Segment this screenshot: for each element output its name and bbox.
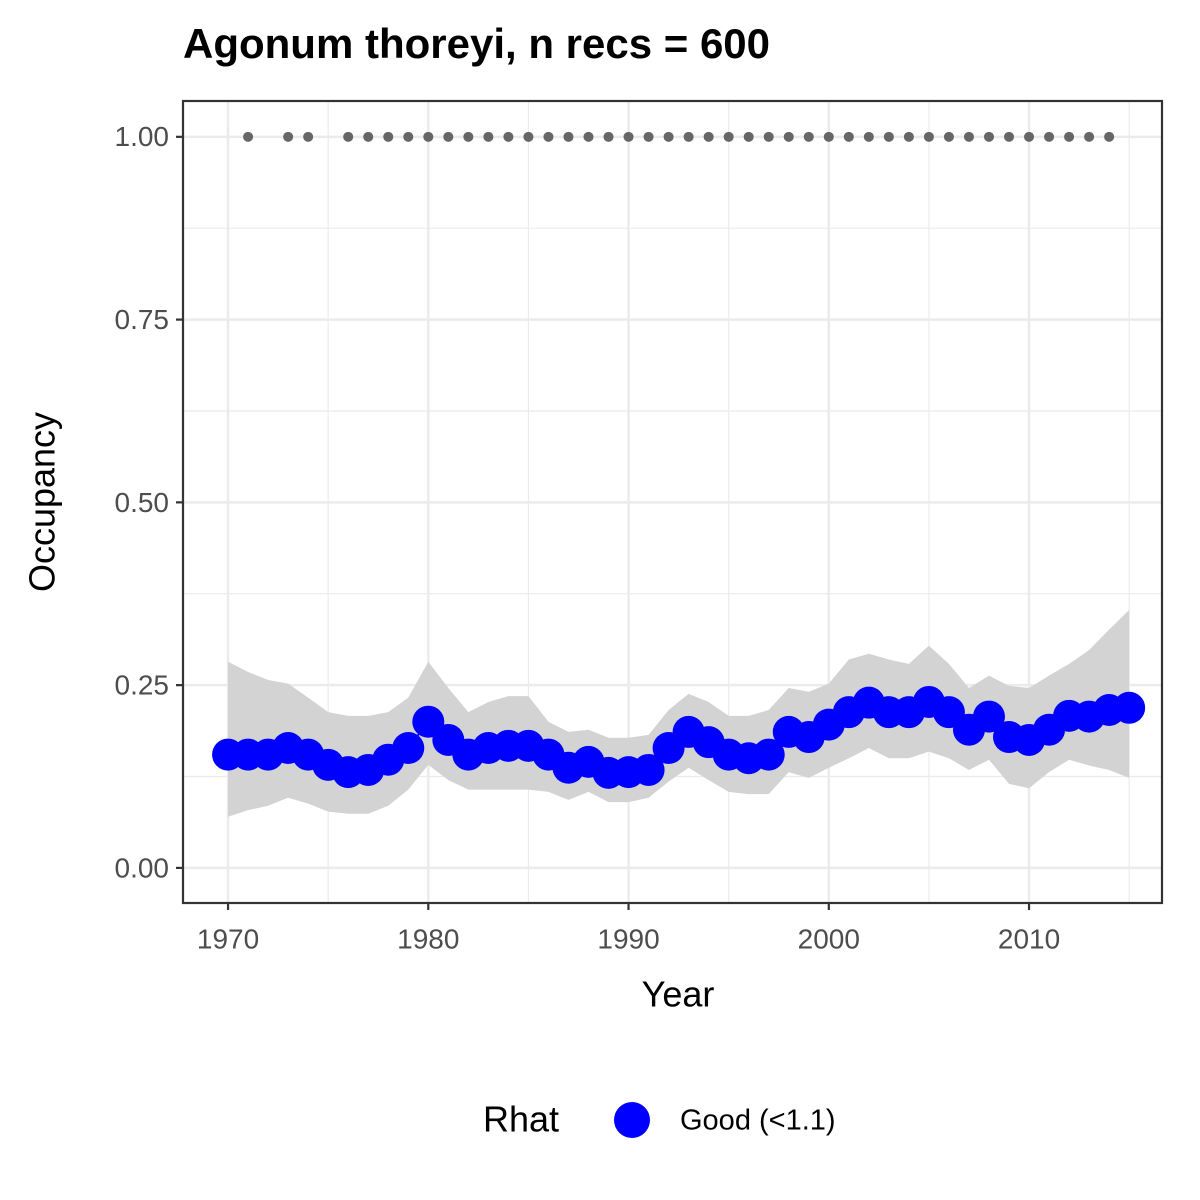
x-tick-label: 1980 bbox=[397, 923, 459, 954]
legend-key bbox=[614, 1102, 650, 1138]
record-dot bbox=[1104, 131, 1115, 142]
record-dot bbox=[1084, 131, 1095, 142]
chart-title: Agonum thoreyi, n recs = 600 bbox=[183, 20, 770, 67]
point bbox=[632, 753, 665, 786]
y-tick-label: 0.25 bbox=[115, 670, 170, 701]
record-dot bbox=[603, 131, 614, 142]
record-dot bbox=[823, 131, 834, 142]
record-dot bbox=[543, 131, 554, 142]
legend-title: Rhat bbox=[483, 1099, 559, 1140]
record-dot bbox=[503, 131, 514, 142]
y-tick-label: 0.50 bbox=[115, 487, 170, 518]
record-dot bbox=[723, 131, 734, 142]
record-dot bbox=[703, 131, 714, 142]
record-dot bbox=[963, 131, 974, 142]
record-dot bbox=[883, 131, 894, 142]
record-dot bbox=[463, 131, 474, 142]
y-tick-label: 0.00 bbox=[115, 852, 170, 883]
x-axis-label: Year bbox=[642, 974, 715, 1015]
record-dot bbox=[1004, 131, 1015, 142]
record-dot bbox=[643, 131, 654, 142]
ribbon bbox=[228, 609, 1130, 817]
record-dot bbox=[243, 131, 254, 142]
x-tick-label: 1990 bbox=[597, 923, 659, 954]
record-dot bbox=[443, 131, 454, 142]
point bbox=[392, 732, 425, 765]
record-dot bbox=[1044, 131, 1055, 142]
record-dot bbox=[623, 131, 634, 142]
x-tick-label: 2000 bbox=[798, 923, 860, 954]
record-dot bbox=[283, 131, 294, 142]
point bbox=[1113, 691, 1146, 724]
record-dot bbox=[863, 131, 874, 142]
record-dot bbox=[1064, 131, 1075, 142]
y-tick-label: 0.75 bbox=[115, 304, 170, 335]
record-dot bbox=[1024, 131, 1035, 142]
record-dot bbox=[563, 131, 574, 142]
record-dot bbox=[583, 131, 594, 142]
record-dot bbox=[523, 131, 534, 142]
record-dot bbox=[483, 131, 494, 142]
point bbox=[752, 738, 785, 771]
record-dot bbox=[303, 131, 314, 142]
record-dot bbox=[903, 131, 914, 142]
record-dot bbox=[843, 131, 854, 142]
record-dot bbox=[663, 131, 674, 142]
record-dot bbox=[363, 131, 374, 142]
record-dot bbox=[763, 131, 774, 142]
y-tick-label: 1.00 bbox=[115, 121, 170, 152]
legend-label: Good (<1.1) bbox=[680, 1105, 836, 1137]
x-tick-label: 1970 bbox=[197, 923, 259, 954]
record-dot bbox=[403, 131, 414, 142]
record-dot bbox=[803, 131, 814, 142]
record-dot bbox=[423, 131, 434, 142]
record-dot bbox=[743, 131, 754, 142]
record-dot bbox=[943, 131, 954, 142]
record-dot bbox=[983, 131, 994, 142]
record-dot bbox=[683, 131, 694, 142]
record-dot bbox=[383, 131, 394, 142]
x-tick-label: 2010 bbox=[998, 923, 1060, 954]
y-axis-label: Occupancy bbox=[22, 412, 63, 592]
record-dot bbox=[923, 131, 934, 142]
point bbox=[972, 700, 1005, 733]
record-dot bbox=[783, 131, 794, 142]
record-dot bbox=[343, 131, 354, 142]
